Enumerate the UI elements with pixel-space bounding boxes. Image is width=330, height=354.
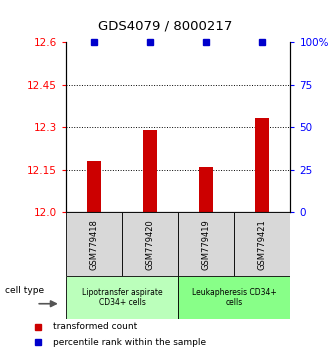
Bar [66, 276, 178, 319]
Bar [255, 118, 269, 212]
Text: transformed count: transformed count [52, 322, 137, 331]
Text: cell type: cell type [5, 286, 45, 296]
Text: Lipotransfer aspirate
CD34+ cells: Lipotransfer aspirate CD34+ cells [82, 288, 162, 307]
Bar [122, 212, 178, 276]
Text: GDS4079 / 8000217: GDS4079 / 8000217 [98, 19, 232, 33]
Text: GSM779421: GSM779421 [258, 219, 267, 270]
Text: percentile rank within the sample: percentile rank within the sample [52, 338, 206, 347]
Bar [143, 130, 157, 212]
Text: GSM779420: GSM779420 [146, 219, 155, 270]
Text: Leukapheresis CD34+
cells: Leukapheresis CD34+ cells [192, 288, 277, 307]
Bar [178, 276, 290, 319]
Bar [178, 212, 234, 276]
Bar [66, 212, 122, 276]
Text: GSM779419: GSM779419 [202, 219, 211, 270]
Bar [199, 167, 213, 212]
Text: GSM779418: GSM779418 [89, 219, 99, 270]
Bar [234, 212, 290, 276]
Bar [87, 161, 101, 212]
